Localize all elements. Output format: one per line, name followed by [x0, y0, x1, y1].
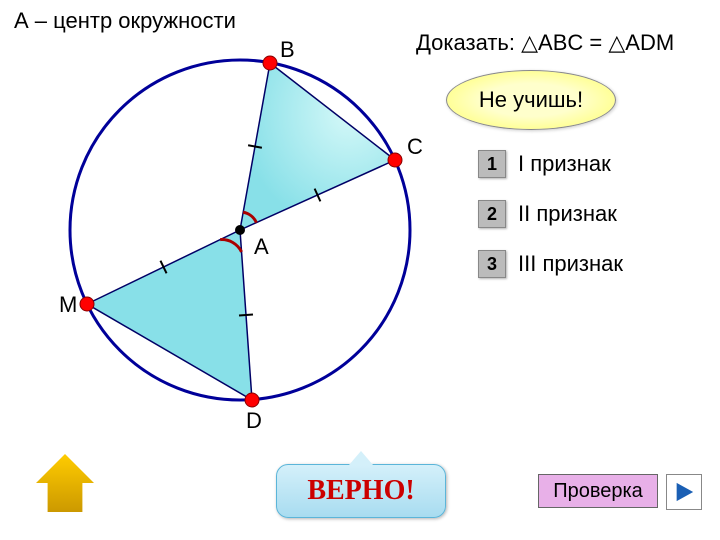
svg-text:А: А — [254, 234, 269, 259]
option-1-num: 1 — [478, 150, 506, 178]
correct-bubble: ВЕРНО! — [276, 464, 446, 518]
option-3-num: 3 — [478, 250, 506, 278]
geometry-diagram: B C D M А — [40, 30, 440, 445]
svg-text:D: D — [246, 408, 262, 433]
option-3[interactable]: 3 III признак — [478, 250, 623, 278]
prove-rhs: ADM — [625, 30, 674, 55]
prove-statement: Доказать: △ABC = △ADM — [416, 30, 674, 56]
check-label: Проверка — [553, 480, 643, 503]
play-icon — [673, 481, 695, 503]
prove-lhs: ABC — [538, 30, 583, 55]
hint-text: Не учишь! — [479, 88, 583, 112]
option-2[interactable]: 2 II признак — [478, 200, 617, 228]
check-button[interactable]: Проверка — [538, 474, 658, 508]
svg-text:C: C — [407, 134, 423, 159]
option-2-label: II признак — [518, 201, 617, 227]
option-2-num: 2 — [478, 200, 506, 228]
diagram-svg: B C D M А — [40, 30, 440, 440]
correct-text: ВЕРНО! — [307, 475, 414, 507]
next-arrow-button[interactable] — [666, 474, 702, 510]
svg-text:B: B — [280, 37, 295, 62]
option-3-label: III признак — [518, 251, 623, 277]
svg-text:M: M — [59, 292, 77, 317]
triangle-symbol-1: △ — [521, 30, 538, 55]
home-button[interactable] — [36, 454, 94, 512]
triangle-symbol-2: △ — [608, 30, 625, 55]
option-1[interactable]: 1 I признак — [478, 150, 611, 178]
option-1-label: I признак — [518, 151, 611, 177]
hint-callout: Не учишь! — [446, 70, 616, 130]
